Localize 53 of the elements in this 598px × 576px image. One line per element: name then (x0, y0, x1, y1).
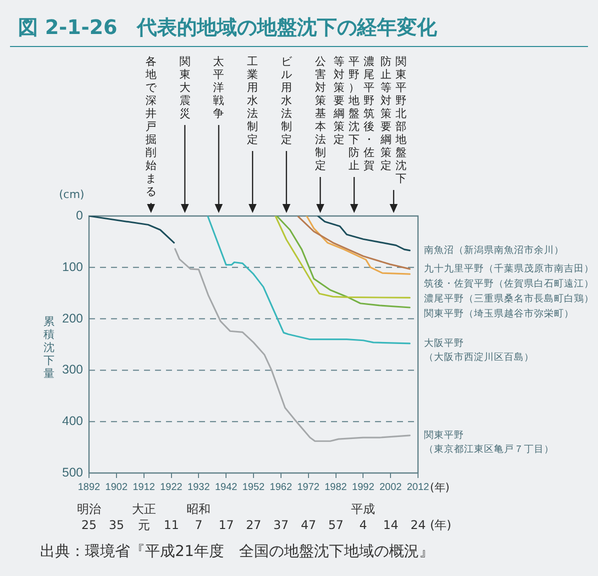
source-note: 出典：環境省『平成21年度 全国の地盤沈下地域の概況』 (40, 542, 434, 561)
x-tick-label: 1962 (270, 482, 292, 493)
series-label: 南魚沼（新潟県南魚沼市余川） (424, 244, 564, 256)
text: 関東平野北部地盤沈下防止等対策要綱策定 (380, 55, 407, 185)
text: 24 (410, 517, 426, 533)
y-tick-label: 100 (62, 260, 84, 274)
text: 大正元 (132, 501, 156, 533)
y-tick-label: 200 (62, 311, 84, 326)
text: 明治25 (77, 501, 101, 533)
series-label: 筑後・佐賀平野（佐賀県白石町遠江） (424, 277, 594, 290)
text: 濃尾平野筑後・佐賀平野）地盤沈下防止等対策要綱策定 (334, 55, 375, 172)
x-tick-label: 1922 (160, 482, 183, 493)
text: 平成4 (351, 501, 376, 533)
series-label: 九十九里平野（千葉県茂原市南吉田） (424, 262, 594, 274)
y-tick-label: 400 (62, 414, 84, 428)
x-tick-label: 1902 (105, 482, 128, 493)
x-tick-label: 2012 (406, 482, 430, 493)
x-tick-label: 1892 (78, 482, 101, 493)
text: 47 (300, 517, 316, 533)
text: 昭和7 (186, 501, 211, 533)
x-tick-label: 1982 (324, 482, 348, 493)
y-tick-label: 500 (62, 465, 84, 480)
x-tick-label: 1972 (297, 482, 320, 493)
series-label: 大阪平野（大阪市西淀川区百島） (424, 336, 534, 363)
text: 各地で深井戸掘削始まる (146, 55, 156, 198)
chart-title: 図 2-1-26 代表的地域の地盤沈下の経年変化 (18, 14, 438, 41)
x-tick-label: 1992 (352, 482, 375, 493)
text: 工業用水法制定 (247, 55, 258, 146)
x-tick-label: 1942 (214, 482, 238, 493)
text: (cm) (59, 188, 84, 201)
text: 公害対策基本法制定 (314, 55, 326, 172)
text: 関東大震災 (179, 55, 190, 120)
text: (年) (430, 517, 452, 533)
text: 57 (328, 517, 344, 533)
text: 37 (273, 517, 289, 533)
text: 太平洋戦争 (213, 55, 224, 120)
series-label: 濃尾平野（三重県桑名市長島町白鶏） (424, 292, 594, 304)
text: ビル用水法制定 (280, 55, 292, 146)
x-tick-label: 1932 (188, 482, 210, 493)
text: 35 (108, 517, 124, 533)
text: 17 (218, 517, 234, 533)
x-tick-label: 2002 (379, 482, 402, 493)
text: 14 (383, 517, 398, 533)
y-axis-title: 累積沈下量 (44, 314, 54, 380)
series-label: 関東平野（東京都江東区亀戸７丁目） (424, 428, 554, 455)
x-tick-label: 1912 (132, 482, 156, 493)
y-tick-label: 300 (62, 362, 84, 377)
text: 27 (246, 517, 262, 533)
text: 11 (164, 517, 180, 533)
y-tick-label: 0 (76, 208, 84, 222)
series-label: 関東平野（埼玉県越谷市弥栄町） (424, 307, 574, 320)
x-axis-title: (年) (430, 480, 450, 495)
x-tick-label: 1952 (242, 482, 266, 493)
